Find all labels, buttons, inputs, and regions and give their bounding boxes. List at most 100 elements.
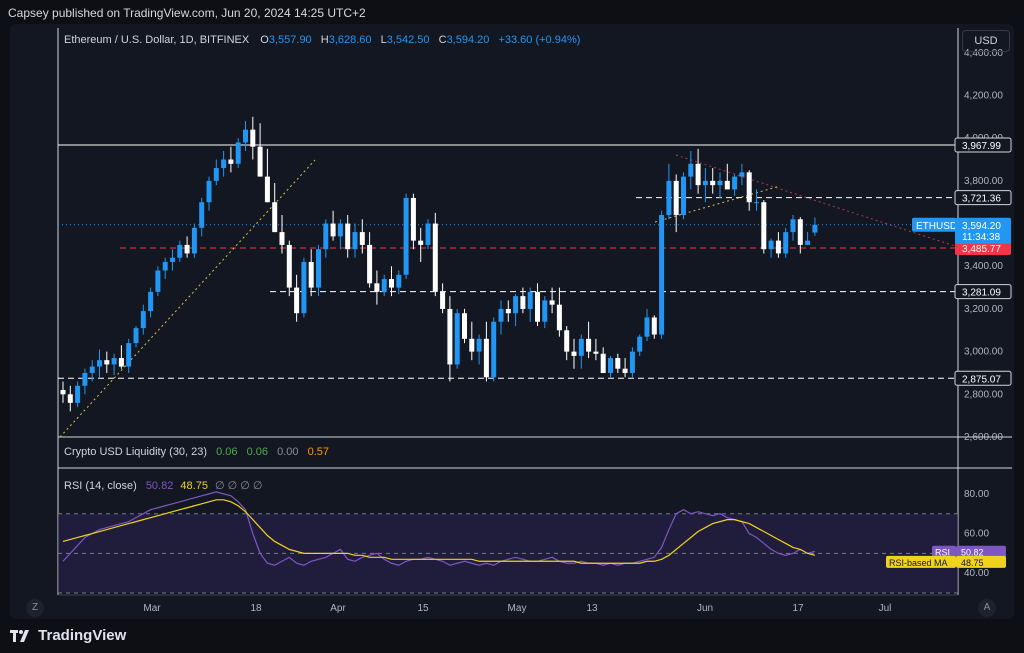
level-tag-label: 3,967.99 <box>962 141 1001 152</box>
time-axis-tick: 15 <box>417 603 429 614</box>
candle-body <box>111 358 117 365</box>
tradingview-logo-text: TradingView <box>38 627 127 644</box>
candle-body <box>308 261 314 288</box>
liquidity-v1: 0.06 <box>216 446 238 458</box>
rsi-ma-value-tag-label: 48.75 <box>961 558 984 568</box>
candle-body <box>608 358 613 373</box>
level-tag <box>954 190 1012 206</box>
candle-body <box>177 244 183 258</box>
candle-body <box>316 249 321 288</box>
currency-button[interactable]: USD <box>962 30 1010 52</box>
time-axis-tick: Mar <box>143 603 161 614</box>
candle-body <box>622 368 628 373</box>
price-axis-tick: 2,600.00 <box>964 432 1003 443</box>
low-label: L <box>380 34 387 46</box>
candle-body <box>556 304 562 331</box>
candle-body <box>235 142 241 164</box>
liquidity-v4: 0.57 <box>307 446 329 458</box>
auto-scale-button-left[interactable]: Z <box>26 599 44 617</box>
price-axis-tick: 4,200.00 <box>964 90 1003 101</box>
candle-body <box>82 372 88 386</box>
candle-body <box>790 219 796 233</box>
candle-body <box>337 223 343 237</box>
liquidity-legend: Crypto USD Liquidity (30, 23) 0.06 0.06 … <box>64 446 329 458</box>
candle-body <box>257 146 263 177</box>
candle-body <box>498 308 504 322</box>
candle-body <box>89 366 95 373</box>
candle-body <box>586 338 592 352</box>
price-axis-tick: 2,800.00 <box>964 389 1003 400</box>
rsi-tag <box>932 545 956 558</box>
candle-body <box>659 215 665 335</box>
rsi-na-values: ∅ ∅ ∅ ∅ <box>215 480 263 492</box>
candle-body <box>148 291 154 312</box>
rsi-value-tag <box>956 545 1006 558</box>
price-tag-countdown: 11:34:38 <box>962 232 1001 243</box>
candle-body <box>527 291 533 309</box>
low-value: 3,542.50 <box>386 34 430 46</box>
level-tag-label: 3,721.36 <box>962 194 1001 205</box>
time-axis-tick: Jul <box>879 603 892 614</box>
candle-body <box>286 244 292 288</box>
candle-body <box>345 223 351 250</box>
candle-body <box>418 240 424 245</box>
candle-body <box>264 176 270 203</box>
time-axis-tick: 17 <box>792 603 804 614</box>
liquidity-v3: 0.00 <box>277 446 299 458</box>
level-tag <box>954 370 1012 386</box>
publisher-line: Capsey published on TradingView.com, Jun… <box>8 6 366 20</box>
price-axis-tick: 3,800.00 <box>964 176 1003 187</box>
candle-body <box>710 180 716 186</box>
candle-body <box>447 308 453 365</box>
candle-body <box>702 180 708 186</box>
time-axis-tick: 18 <box>250 603 262 614</box>
high-value: 3,628.60 <box>328 34 372 46</box>
rsi-axis-tick: 40.00 <box>964 568 989 579</box>
candle-body <box>666 180 672 216</box>
candle-body <box>520 296 526 309</box>
candle-body <box>571 351 577 356</box>
candle-body <box>170 257 175 262</box>
candle-body <box>812 224 818 233</box>
candle-body <box>746 172 752 203</box>
candle-body <box>352 232 358 250</box>
candle-body <box>75 385 81 403</box>
candle-body <box>805 240 811 245</box>
time-axis-tick: 13 <box>586 603 598 614</box>
candle-body <box>578 338 584 356</box>
rsi-ma-line <box>62 499 816 564</box>
candle-body <box>535 291 540 322</box>
candle-body <box>754 202 759 204</box>
candle-body <box>513 296 519 314</box>
candle-body <box>396 274 402 288</box>
candle-body <box>184 244 190 254</box>
candle-body <box>403 197 409 275</box>
candle-body <box>301 261 307 314</box>
rsi-name: RSI (14, close) <box>64 480 137 492</box>
candle-body <box>797 219 803 245</box>
candle-body <box>279 232 285 245</box>
close-value: 3,594.20 <box>446 34 490 46</box>
candle-body <box>491 321 497 378</box>
candle-body <box>191 227 197 254</box>
candle-body <box>629 351 635 373</box>
candle-body <box>199 202 205 228</box>
time-axis-tick: Jun <box>697 603 713 614</box>
candle-body <box>294 287 300 314</box>
rsi-ma-tag <box>886 555 956 568</box>
candle-body <box>367 244 373 284</box>
candle-body <box>425 223 431 245</box>
time-axis-tick: Apr <box>330 603 346 614</box>
candle-body <box>681 176 686 216</box>
candle-body <box>695 163 701 186</box>
open-label: O <box>260 34 269 46</box>
auto-scale-button-right[interactable]: A <box>978 599 996 617</box>
candle-body <box>272 202 278 233</box>
close-label: C <box>438 34 447 46</box>
candle-body <box>505 308 511 314</box>
symbol-tag <box>912 217 956 232</box>
level-tag <box>954 284 1012 300</box>
candle-body <box>67 394 73 403</box>
candle-body <box>133 328 139 344</box>
level-tag <box>955 240 1011 255</box>
